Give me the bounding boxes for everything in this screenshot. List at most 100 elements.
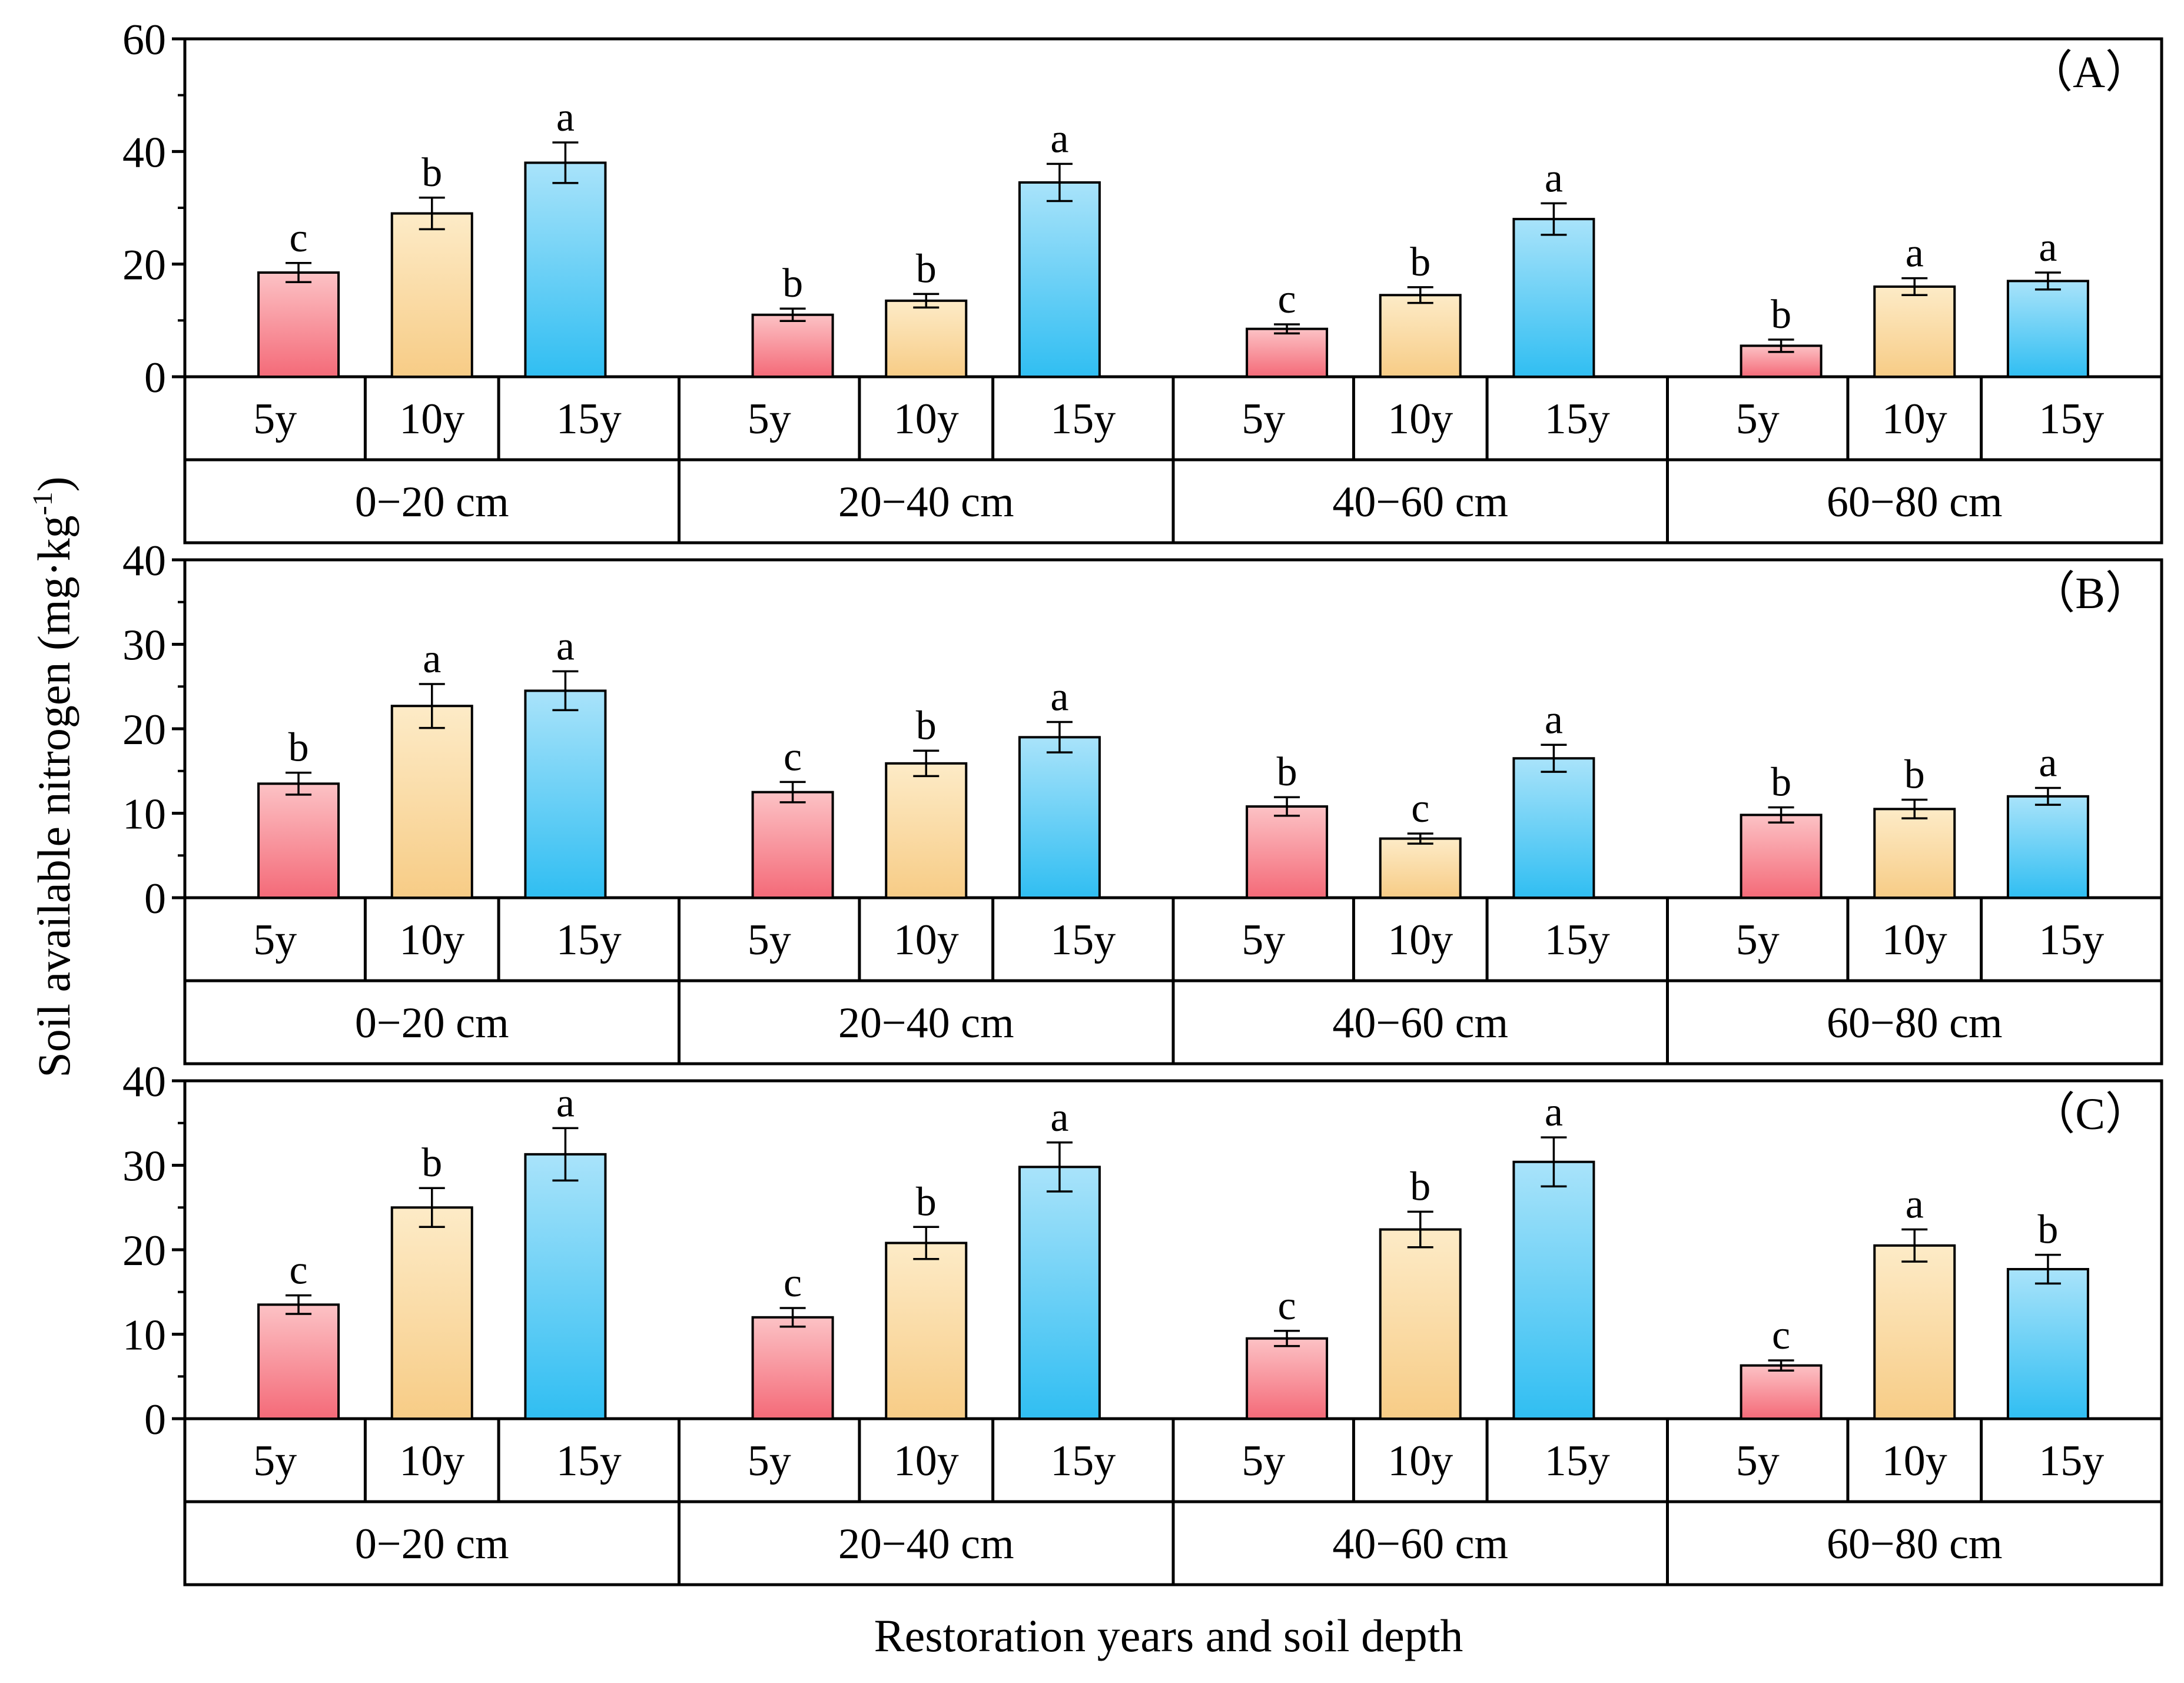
significance-letter: b — [916, 246, 937, 291]
significance-letter: c — [290, 1247, 308, 1293]
bar-5y — [751, 1316, 834, 1420]
bar-15y — [524, 161, 607, 378]
year-label: 10y — [894, 916, 959, 964]
significance-letter: b — [916, 703, 937, 748]
depth-label: 20−40 cm — [838, 999, 1014, 1047]
bar-10y — [1379, 1228, 1462, 1420]
bar-5y — [1246, 327, 1329, 379]
significance-letter: b — [1410, 1164, 1430, 1209]
year-label: 15y — [1050, 395, 1116, 443]
significance-letter: c — [1411, 786, 1429, 831]
y-tick-label: 40 — [122, 128, 166, 177]
year-label: 10y — [1882, 916, 1947, 964]
bar-15y — [1512, 218, 1595, 378]
significance-letter: a — [556, 623, 575, 669]
year-label: 5y — [1736, 916, 1780, 964]
bar-5y — [1246, 805, 1329, 899]
bar-10y — [390, 212, 473, 378]
bar-15y — [2006, 795, 2089, 899]
x-axis-title: Restoration years and soil depth — [874, 1610, 1463, 1661]
significance-letter: a — [1545, 155, 1563, 201]
bar-10y — [1873, 285, 1956, 378]
panel-a: 0 20 40 60 （A） 0−20 cm 5y 10y 15y c b a 20−40 cm 5y 10… — [122, 16, 2163, 545]
year-label: 5y — [253, 916, 297, 964]
year-label: 10y — [399, 395, 464, 443]
bar-10y — [1379, 837, 1462, 899]
bar-5y — [257, 782, 340, 899]
depth-label: 60−80 cm — [1827, 1520, 2003, 1568]
bar-10y — [885, 299, 968, 378]
year-label: 5y — [748, 395, 791, 443]
depth-label: 40−60 cm — [1332, 478, 1508, 526]
y-axis-title-exponent: -1 — [27, 492, 58, 515]
depth-label: 0−20 cm — [355, 478, 509, 526]
y-tick-label: 30 — [122, 622, 166, 670]
bar-10y — [1873, 808, 1956, 899]
bar-15y — [524, 1153, 607, 1420]
y-tick-label: 30 — [122, 1143, 166, 1191]
year-label: 15y — [1050, 1437, 1116, 1485]
significance-letter: b — [782, 261, 803, 306]
significance-letter: b — [2037, 1207, 2058, 1253]
year-label: 15y — [1545, 395, 1610, 443]
depth-label: 0−20 cm — [355, 1520, 509, 1568]
year-label: 15y — [1545, 1437, 1610, 1485]
year-label: 10y — [894, 395, 959, 443]
bar-15y — [1018, 1166, 1101, 1420]
significance-letter: b — [421, 150, 442, 195]
depth-label: 20−40 cm — [838, 1520, 1014, 1568]
bar-10y — [390, 705, 473, 899]
year-label: 10y — [1882, 1437, 1947, 1485]
bar-10y — [885, 1241, 968, 1420]
year-label: 10y — [399, 916, 464, 964]
significance-letter: b — [421, 1140, 442, 1186]
significance-letter: c — [784, 1260, 802, 1306]
y-tick-label: 0 — [144, 875, 166, 923]
depth-label: 60−80 cm — [1827, 999, 2003, 1047]
panels: 0 20 40 60 （A） 0−20 cm 5y 10y 15y c b a 20−40 cm 5y 10… — [122, 16, 2163, 1586]
panel-tag: （B） — [2030, 569, 2150, 618]
year-label: 5y — [748, 916, 791, 964]
year-label: 15y — [1545, 916, 1610, 964]
significance-letter: a — [423, 636, 441, 682]
significance-letter: b — [1277, 749, 1297, 795]
significance-letter: b — [1904, 752, 1925, 798]
significance-letter: b — [1410, 240, 1430, 285]
significance-letter: c — [784, 734, 802, 779]
bar-15y — [1018, 736, 1101, 899]
bar-10y — [1379, 294, 1462, 378]
year-label: 15y — [556, 1437, 622, 1485]
significance-letter: c — [290, 215, 308, 261]
year-label: 10y — [1882, 395, 1947, 443]
y-tick-label: 20 — [122, 241, 166, 290]
year-label: 15y — [2039, 1437, 2104, 1485]
significance-letter: a — [2039, 740, 2057, 785]
depth-label: 60−80 cm — [1827, 478, 2003, 526]
depth-label: 40−60 cm — [1332, 999, 1508, 1047]
significance-letter: a — [1545, 1090, 1563, 1135]
significance-letter: a — [556, 95, 575, 140]
bar-5y — [257, 271, 340, 378]
bar-10y — [390, 1206, 473, 1420]
year-label: 10y — [399, 1437, 464, 1485]
year-label: 15y — [556, 916, 622, 964]
bar-15y — [1018, 181, 1101, 378]
bar-15y — [2006, 280, 2089, 378]
year-label: 5y — [1242, 395, 1285, 443]
y-axis-title: Soil available nitrogen (mg·kg-1) — [27, 476, 79, 1077]
y-tick-label: 0 — [144, 1396, 166, 1444]
year-label: 10y — [894, 1437, 959, 1485]
year-label: 5y — [1736, 395, 1780, 443]
bar-5y — [751, 791, 834, 899]
year-label: 5y — [748, 1437, 791, 1485]
year-label: 15y — [2039, 916, 2104, 964]
significance-letter: a — [1906, 231, 1924, 276]
y-tick-label: 20 — [122, 706, 166, 754]
significance-letter: a — [2039, 225, 2057, 270]
year-label: 15y — [556, 395, 622, 443]
panel-tag: （C） — [2030, 1090, 2150, 1139]
depth-label: 20−40 cm — [838, 478, 1014, 526]
panel-b: 0 10 20 30 40 （B） 0−20 cm 5y 10y 15y b a a 20−40 cm 5y… — [122, 537, 2163, 1065]
bar-5y — [1740, 814, 1823, 899]
